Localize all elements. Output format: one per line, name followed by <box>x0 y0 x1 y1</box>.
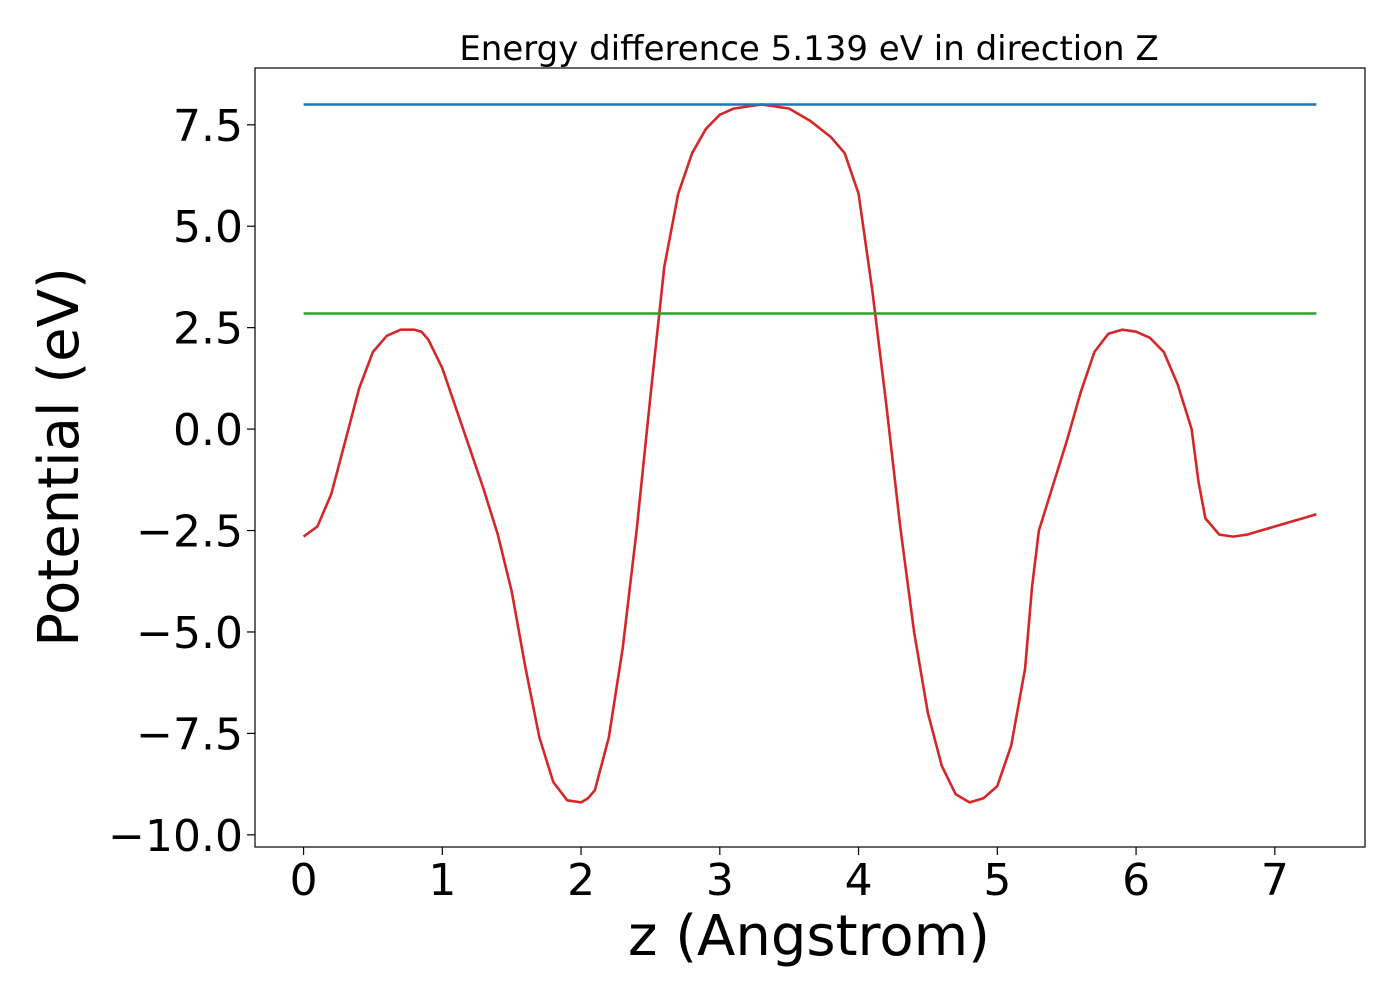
y-tick-label: −10.0 <box>108 811 243 862</box>
axes-frame <box>254 67 1366 848</box>
y-tick-label: 2.5 <box>173 304 243 355</box>
x-tick-label: 3 <box>706 855 734 906</box>
y-tick-label: 0.0 <box>173 405 243 456</box>
series-line-0 <box>302 103 1317 804</box>
x-tick-label: 0 <box>290 855 318 906</box>
x-axis-label: z (Angstrom) <box>628 904 990 969</box>
x-tick-label: 2 <box>567 855 595 906</box>
y-tick-label: −7.5 <box>136 709 243 760</box>
chart-title: Energy difference 5.139 eV in direction … <box>459 29 1158 69</box>
x-tick-label: 7 <box>1261 855 1289 906</box>
y-axis: 7.5 5.0 2.5 0.0 −2.5 −5.0 −7.5 −10.0 <box>108 101 255 862</box>
y-axis-label: Potential (eV) <box>27 267 92 647</box>
plot-area <box>302 103 1317 804</box>
y-tick-label: −2.5 <box>136 507 243 558</box>
x-tick-label: 5 <box>983 855 1011 906</box>
x-tick-label: 6 <box>1122 855 1150 906</box>
x-tick-label: 1 <box>428 855 456 906</box>
x-axis: 0 1 2 3 4 5 6 7 <box>290 847 1289 906</box>
x-tick-label: 4 <box>845 855 873 906</box>
y-tick-label: 5.0 <box>173 202 243 253</box>
y-tick-label: 7.5 <box>173 101 243 152</box>
y-tick-label: −5.0 <box>136 608 243 659</box>
